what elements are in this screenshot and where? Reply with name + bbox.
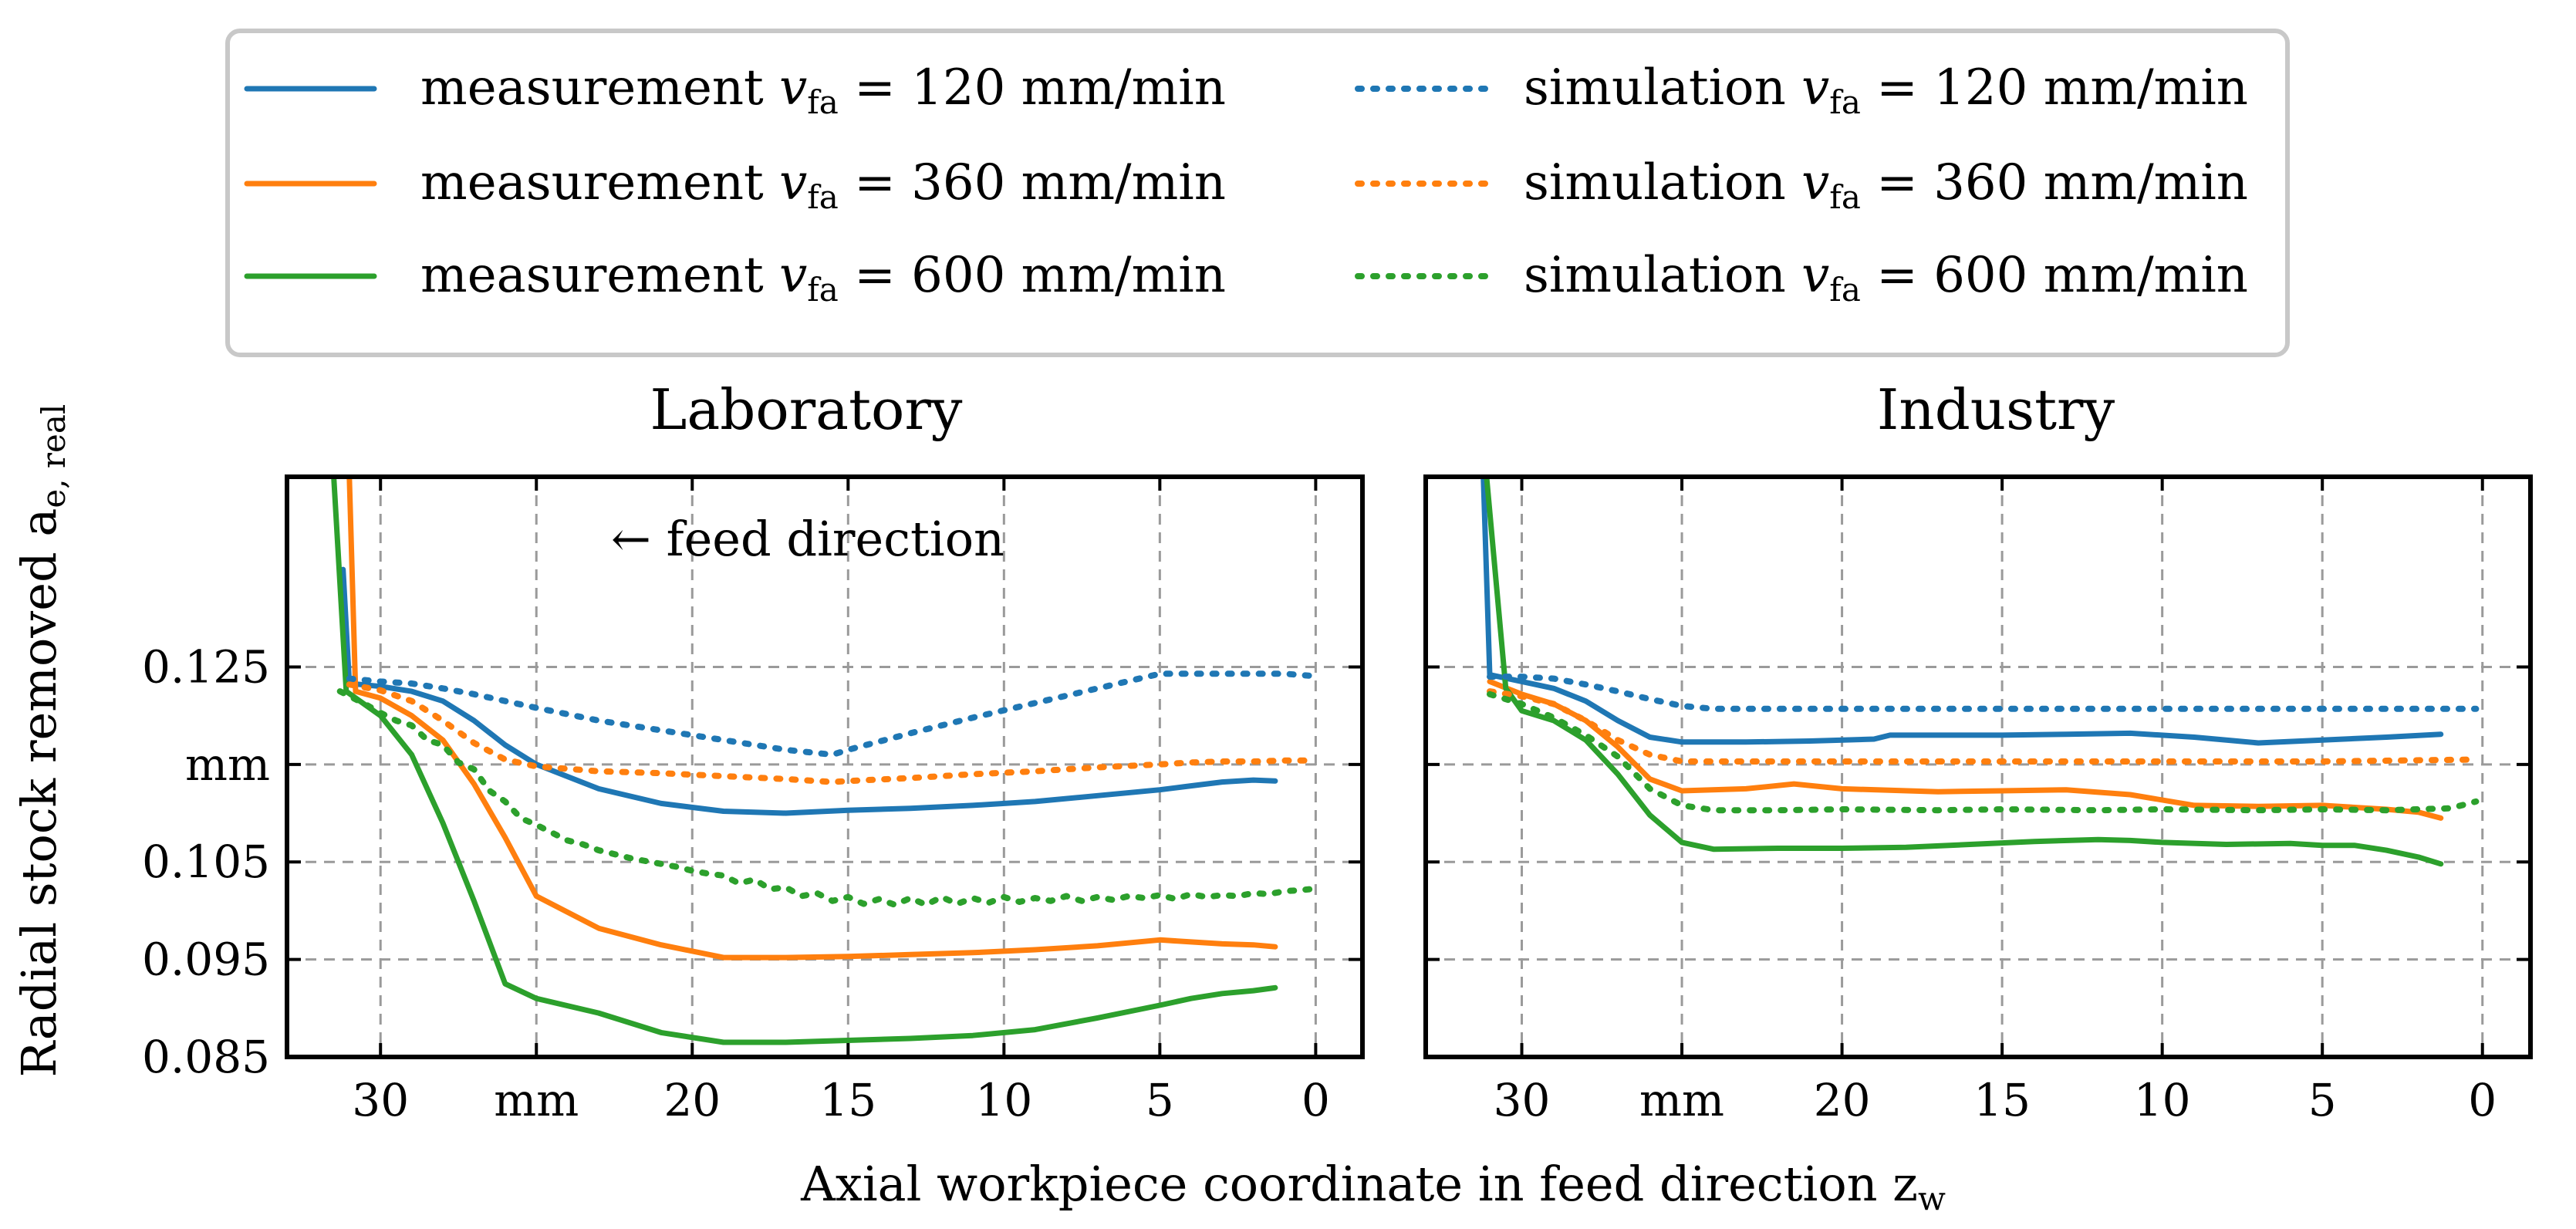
x-tick-label: 30: [1494, 1074, 1551, 1126]
legend-subscript: fa: [1829, 83, 1861, 121]
x-tick-label: 20: [1814, 1074, 1871, 1126]
legend-rate: = 600 mm/min: [1861, 247, 2248, 304]
legend-subscript: fa: [1829, 271, 1861, 309]
legend-label-measurement-2: measurement vfa = 360 mm/min: [420, 154, 1226, 216]
legend-rate: = 120 mm/min: [839, 59, 1226, 116]
legend-subscript: fa: [1829, 178, 1861, 216]
series-industry: [1480, 477, 2480, 867]
legend-label-measurement-3: measurement vfa = 600 mm/min: [420, 247, 1226, 309]
series-line-solid-2: [331, 477, 1278, 1045]
grid-industry: [1426, 477, 2530, 1058]
legend-rate: = 120 mm/min: [1861, 59, 2248, 116]
y-tick-label: 0.095: [142, 934, 270, 986]
panel-title-laboratory: Laboratory: [650, 377, 963, 442]
series-line-dotted-4: [346, 681, 1313, 785]
legend-rate: = 600 mm/min: [839, 247, 1226, 304]
x-tick-label: 5: [2308, 1074, 2337, 1126]
plot-frame-industry: [1423, 474, 2533, 1059]
legend: measurement vfa = 120 mm/minmeasurement …: [225, 29, 2290, 357]
x-tick-label: 10: [975, 1074, 1032, 1126]
legend-label-measurement-1: measurement vfa = 120 mm/min: [420, 59, 1226, 121]
y-tick-label: 0.125: [142, 640, 270, 693]
legend-label-simulation-3: simulation vfa = 600 mm/min: [1524, 247, 2248, 309]
x-tick-label: 30: [352, 1074, 409, 1126]
legend-text: measurement: [420, 247, 779, 304]
ticks-laboratory: 30 mm 20 15 10 5 0 0.125 mm 0.105 0.095 0.085: [142, 477, 1362, 1126]
series-line-solid-1: [346, 477, 1278, 961]
legend-v-symbol: v: [1801, 59, 1829, 116]
x-tick-label: 20: [663, 1074, 721, 1126]
legend-text: simulation: [1524, 247, 1801, 304]
y-tick-label: 0.085: [142, 1031, 270, 1083]
legend-text: simulation: [1524, 154, 1801, 211]
series-line-dotted-3: [346, 670, 1313, 758]
ticks-industry: 30 mm 20 15 10 5 0: [1426, 477, 2530, 1126]
legend-subscript: fa: [807, 271, 839, 309]
series-line-solid-2: [1484, 477, 2444, 867]
x-tick-label: 15: [819, 1074, 876, 1126]
legend-v-symbol: v: [1801, 154, 1829, 211]
y-tick-label: mm: [185, 738, 270, 791]
feed-direction-annotation: ← feed direction: [611, 511, 1004, 567]
x-axis-label-sub: w: [1918, 1180, 1946, 1217]
series-line-dotted-4: [1487, 688, 2480, 765]
legend-text: measurement: [420, 154, 779, 211]
legend-rate: = 360 mm/min: [1861, 154, 2248, 211]
x-tick-label: 10: [2134, 1074, 2191, 1126]
panel-laboratory: Laboratory 30 mm 20 15 10 5 0 0.125 mm 0.105 0.095…: [142, 377, 1365, 1126]
x-tick-label: 15: [1973, 1074, 2031, 1126]
y-axis-label-main: Radial stock removed a: [11, 508, 67, 1078]
y-tick-label: 0.105: [142, 836, 270, 888]
y-axis-label: Radial stock removed ae, real: [11, 404, 73, 1078]
series-line-dotted-3: [1487, 674, 2480, 712]
series-line-dotted-5: [1487, 690, 2480, 814]
x-tick-label: 0: [2468, 1074, 2497, 1126]
x-tick-label: 0: [1302, 1074, 1330, 1126]
x-tick-label: 5: [1146, 1074, 1174, 1126]
legend-v-symbol: v: [779, 247, 807, 304]
x-axis-label-main: Axial workpiece coordinate in feed direc…: [800, 1156, 1918, 1212]
legend-frame: [225, 29, 2290, 357]
series-line-dotted-5: [336, 688, 1313, 908]
panel-industry: Industry 30 mm 20 15 10 5 0: [1423, 377, 2533, 1126]
legend-label-simulation-2: simulation vfa = 360 mm/min: [1524, 154, 2248, 216]
legend-v-symbol: v: [1801, 247, 1829, 304]
legend-rate: = 360 mm/min: [839, 154, 1226, 211]
legend-text: measurement: [420, 59, 779, 116]
series-line-solid-0: [1480, 477, 2444, 746]
y-axis-label-sub: e, real: [35, 404, 73, 508]
legend-v-symbol: v: [779, 154, 807, 211]
x-axis-label: Axial workpiece coordinate in feed direc…: [800, 1156, 1946, 1217]
legend-label-simulation-1: simulation vfa = 120 mm/min: [1524, 59, 2248, 121]
legend-subscript: fa: [807, 178, 839, 216]
legend-v-symbol: v: [779, 59, 807, 116]
series-laboratory: [331, 477, 1313, 1045]
legend-items: measurement vfa = 120 mm/minmeasurement …: [244, 59, 2248, 309]
series-line-solid-0: [340, 566, 1278, 816]
panel-title-industry: Industry: [1877, 377, 2115, 442]
x-tick-label: mm: [1639, 1074, 1724, 1126]
legend-text: simulation: [1524, 59, 1801, 116]
plot-frame-laboratory: [285, 474, 1365, 1059]
legend-subscript: fa: [807, 83, 839, 121]
x-tick-label: mm: [494, 1074, 579, 1126]
